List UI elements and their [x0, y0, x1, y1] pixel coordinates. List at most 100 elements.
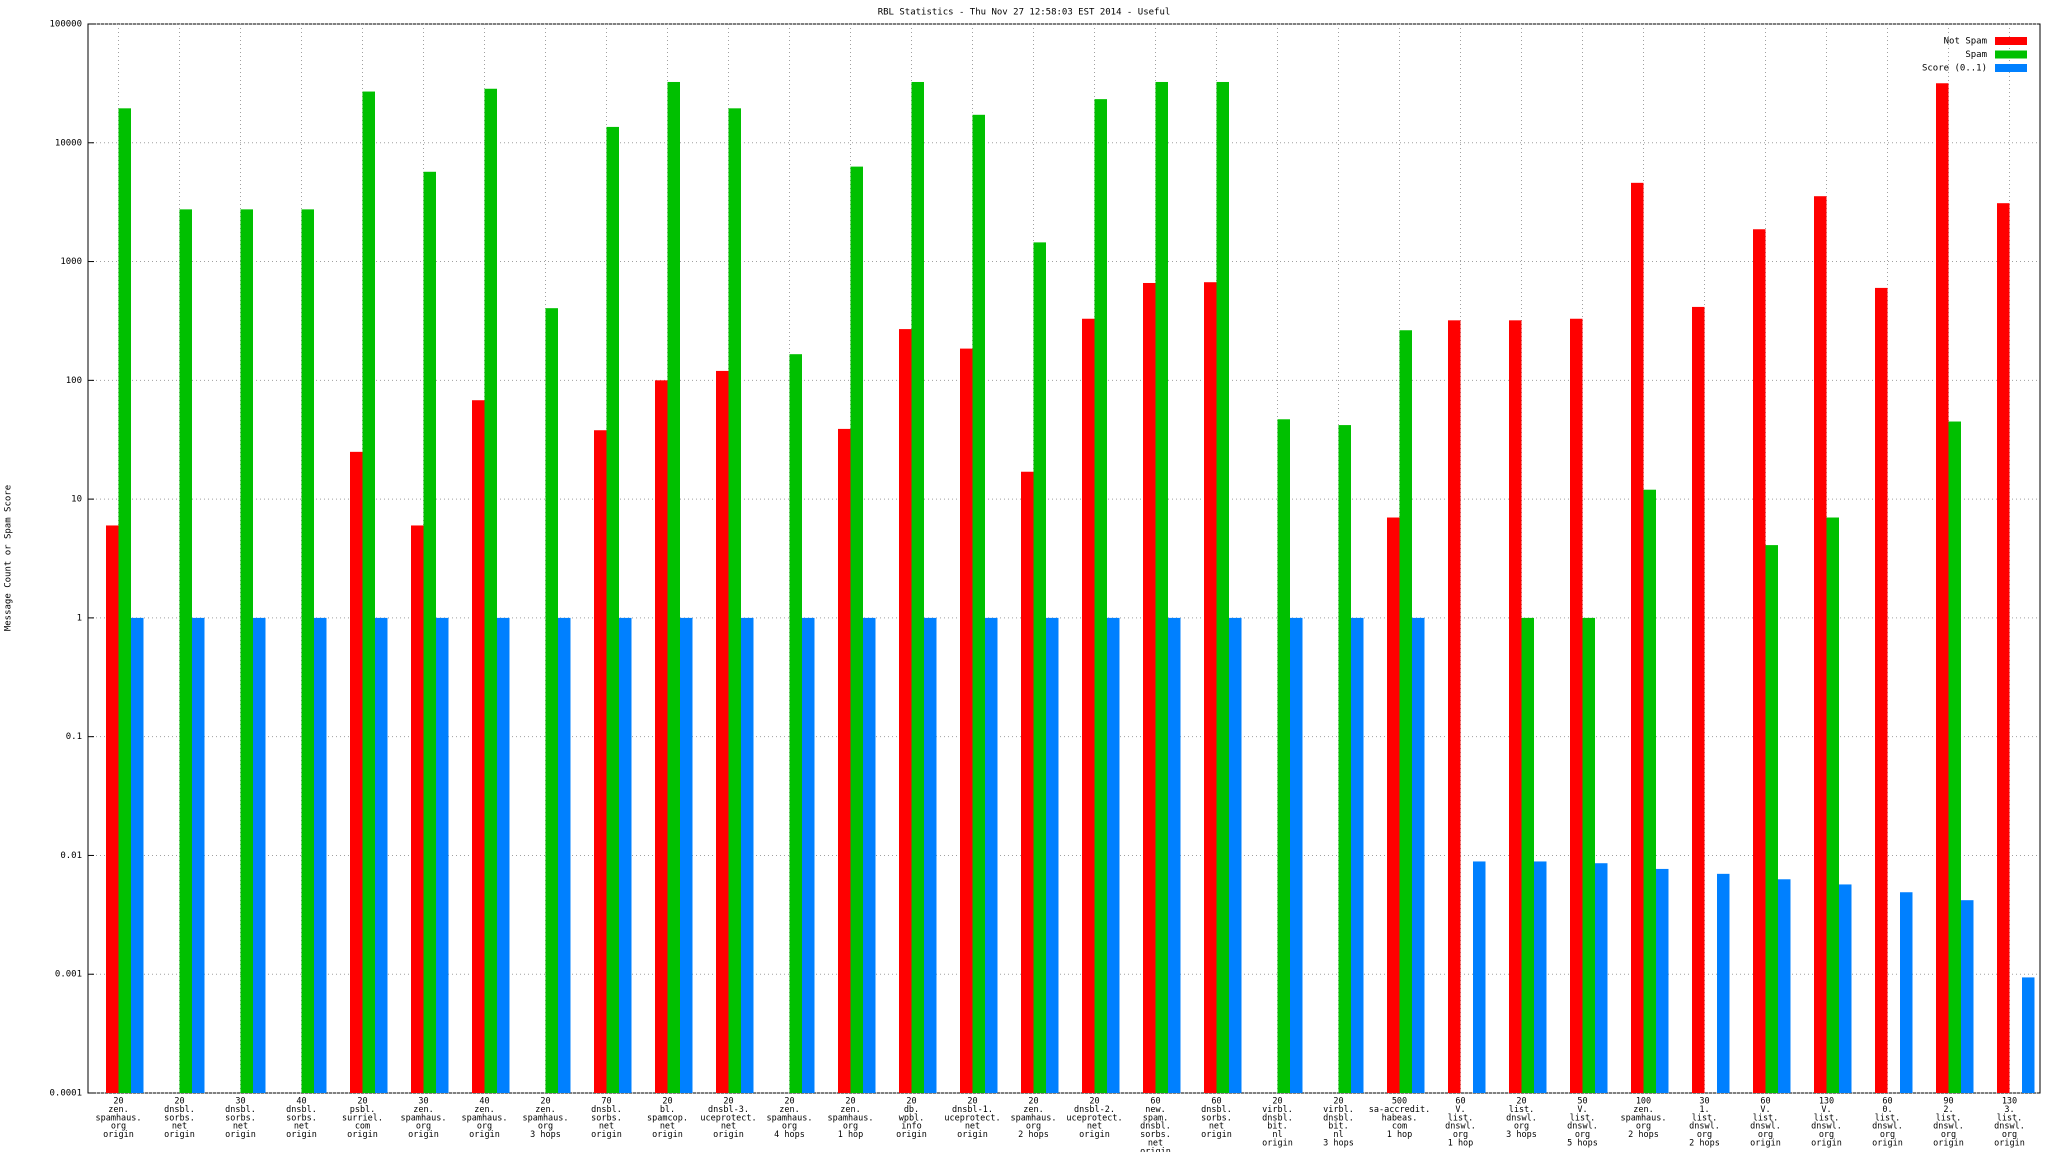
x-tick-label: 0. — [1882, 1105, 1892, 1115]
bar — [423, 171, 436, 1093]
x-tick-label: origin — [103, 1130, 134, 1140]
x-tick-label: spamhaus. — [766, 1113, 812, 1123]
x-tick-label: 3 hops — [1323, 1139, 1354, 1149]
legend-swatch — [1995, 50, 2027, 59]
x-tick-label: org — [1636, 1122, 1651, 1132]
x-tick-label: zen. — [1633, 1105, 1653, 1115]
bar — [106, 525, 119, 1093]
bar — [1839, 884, 1852, 1093]
x-tick-label: 60 — [1455, 1097, 1465, 1107]
bar — [1778, 879, 1791, 1093]
x-tick-label: 5 hops — [1567, 1139, 1598, 1149]
bar — [716, 370, 729, 1094]
bar — [484, 88, 497, 1093]
y-tick-label: 0.001 — [55, 970, 82, 980]
legend-swatch — [1995, 37, 2027, 45]
x-tick-label: list. — [1509, 1105, 1535, 1115]
legend-label: Score (0..1) — [1922, 64, 1987, 74]
bar — [497, 617, 510, 1093]
x-tick-label: 20 — [174, 1097, 184, 1107]
x-tick-label: 1. — [1699, 1105, 1709, 1115]
x-tick-label: spamhaus. — [1010, 1113, 1056, 1123]
bar — [1948, 421, 1961, 1093]
x-tick-label: info — [901, 1122, 921, 1132]
x-tick-label: V. — [1821, 1105, 1831, 1115]
x-tick-label: dnsbl-1. — [952, 1105, 993, 1115]
x-tick-label: zen. — [1023, 1105, 1043, 1115]
bar — [545, 308, 558, 1094]
bar — [1033, 242, 1046, 1094]
bar — [1692, 306, 1705, 1093]
x-tick-label: dnsbl. — [1201, 1105, 1232, 1115]
x-tick-label: origin — [957, 1130, 988, 1140]
legend-label: Spam — [1965, 50, 1987, 60]
bar — [314, 617, 327, 1093]
x-tick-label: 1 hop — [1448, 1139, 1474, 1149]
x-tick-label: list. — [1875, 1113, 1901, 1123]
bar — [1997, 203, 2010, 1094]
x-tick-label: list. — [1814, 1113, 1840, 1123]
x-tick-label: org — [477, 1122, 492, 1132]
x-tick-label: 20 — [113, 1097, 123, 1107]
x-tick-label: origin — [1933, 1139, 1964, 1149]
x-tick-label: psbl. — [350, 1105, 376, 1115]
x-tick-label: habeas. — [1382, 1113, 1418, 1123]
x-tick-label: net — [965, 1122, 980, 1132]
bar — [1277, 419, 1290, 1093]
y-tick-label: 0.0001 — [49, 1089, 82, 1099]
x-tick-label: list. — [1448, 1113, 1474, 1123]
bar — [1753, 229, 1766, 1093]
x-tick-label: 2. — [1943, 1105, 1953, 1115]
x-tick-label: uceprotect. — [700, 1113, 756, 1123]
x-tick-label: bit. — [1267, 1122, 1287, 1132]
bar — [606, 126, 619, 1093]
x-tick-label: zen. — [108, 1105, 128, 1115]
bar — [863, 617, 876, 1093]
x-tick-label: 20 — [357, 1097, 367, 1107]
x-tick-label: uceprotect. — [944, 1113, 1000, 1123]
x-tick-label: virbl. — [1262, 1105, 1293, 1115]
x-tick-label: origin — [1201, 1130, 1232, 1140]
y-axis-label: Message Count or Spam Score — [4, 485, 14, 631]
x-tick-label: 60 — [1882, 1097, 1892, 1107]
x-tick-label: origin — [1994, 1139, 2025, 1149]
x-tick-label: 100 — [1636, 1097, 1651, 1107]
x-tick-label: zen. — [779, 1105, 799, 1115]
bar — [667, 81, 680, 1093]
x-tick-label: spamhaus. — [400, 1113, 446, 1123]
bar — [1351, 617, 1364, 1093]
bar — [972, 114, 985, 1093]
x-tick-label: sorbs. — [1140, 1130, 1171, 1140]
bar — [850, 166, 863, 1093]
bar — [1168, 617, 1181, 1093]
bar — [253, 617, 266, 1093]
bar — [1656, 868, 1669, 1093]
x-tick-label: nl — [1333, 1130, 1343, 1140]
x-tick-label: dnsbl-3. — [708, 1105, 749, 1115]
bar — [680, 617, 693, 1093]
x-tick-label: 500 — [1392, 1097, 1407, 1107]
x-tick-label: origin — [591, 1130, 622, 1140]
bar — [789, 354, 802, 1093]
bar — [1082, 318, 1095, 1094]
bar — [1448, 320, 1461, 1093]
bar — [1107, 617, 1120, 1093]
x-tick-label: 20 — [1333, 1097, 1343, 1107]
x-tick-label: bit. — [1328, 1122, 1348, 1132]
x-tick-label: 20 — [662, 1097, 672, 1107]
x-tick-label: dnswl. — [1689, 1122, 1720, 1132]
x-tick-label: zen. — [474, 1105, 494, 1115]
x-tick-label: com — [355, 1122, 370, 1132]
bar — [911, 81, 924, 1093]
bar — [1387, 517, 1400, 1093]
bar — [594, 430, 607, 1093]
bar — [131, 617, 144, 1093]
bar — [2022, 977, 2035, 1093]
x-tick-label: list. — [1753, 1113, 1779, 1123]
x-tick-label: spamhaus. — [95, 1113, 141, 1123]
y-tick-label: 1 — [77, 613, 82, 623]
bar — [1046, 617, 1059, 1093]
x-tick-label: 20 — [723, 1097, 733, 1107]
